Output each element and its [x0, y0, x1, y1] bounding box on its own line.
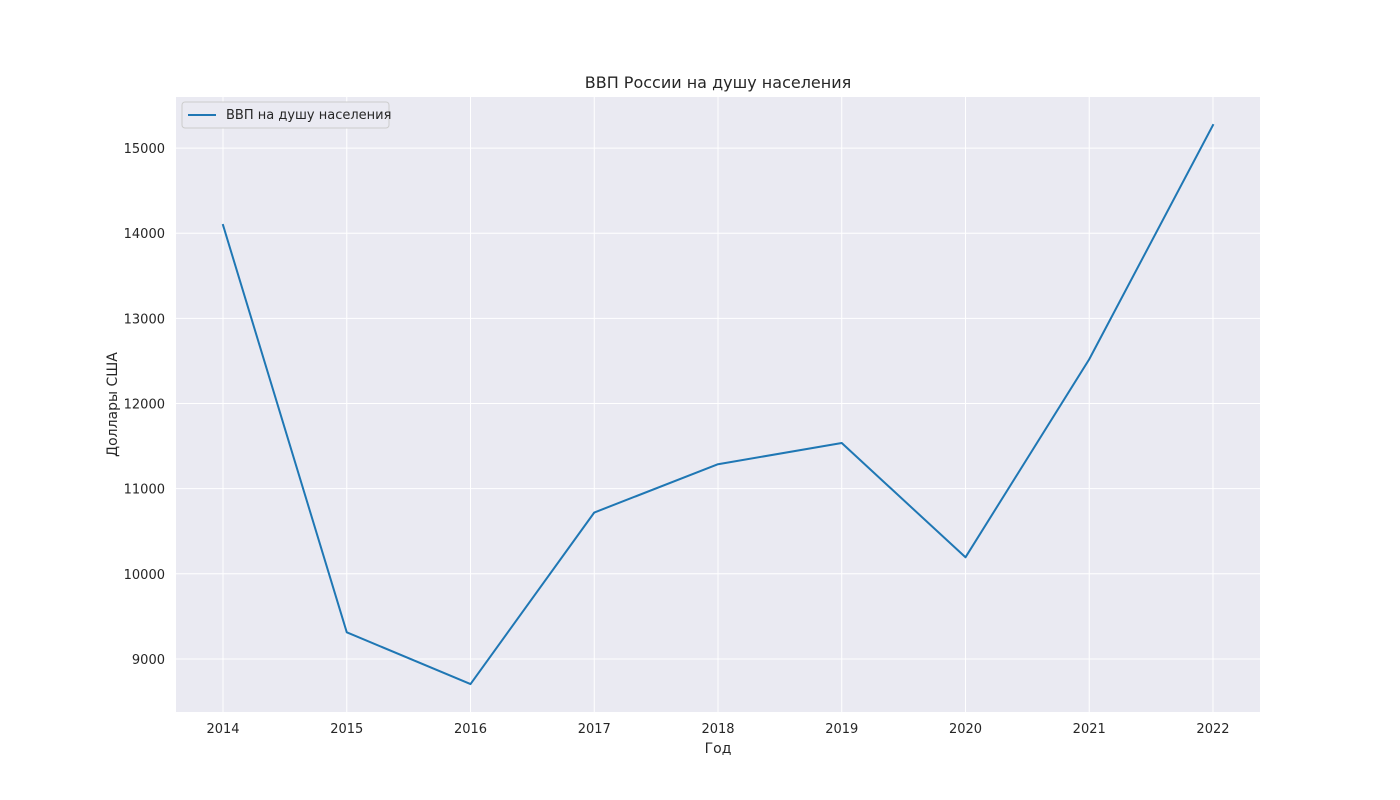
x-tick-label: 2016 — [454, 722, 487, 737]
x-tick-label: 2017 — [578, 722, 611, 737]
x-tick-label: 2014 — [206, 722, 239, 737]
legend-label: ВВП на душу населения — [226, 108, 391, 123]
x-tick-label: 2019 — [825, 722, 858, 737]
grid-layer — [176, 97, 1260, 712]
series-layer — [221, 123, 1215, 686]
y-tick-label: 9000 — [132, 653, 165, 668]
x-tick-label: 2015 — [330, 722, 363, 737]
y-tick-label: 11000 — [124, 483, 165, 498]
x-axis-label: Год — [705, 741, 732, 757]
y-tick-label: 12000 — [124, 398, 165, 413]
tick-layer: 2014 2015 2016 2017 2018 2019 2020 2021 2022 9000… — [124, 142, 1230, 737]
legend: ВВП на душу населения — [181, 101, 391, 129]
y-axis-label: Доллары США — [105, 352, 121, 457]
y-tick-label: 10000 — [124, 568, 165, 583]
y-tick-label: 14000 — [124, 227, 165, 242]
x-tick-label: 2020 — [949, 722, 982, 737]
x-tick-label: 2022 — [1196, 722, 1229, 737]
y-tick-label: 15000 — [124, 142, 165, 157]
x-tick-label: 2018 — [701, 722, 734, 737]
x-tick-label: 2021 — [1073, 722, 1106, 737]
y-tick-label: 13000 — [124, 312, 165, 327]
legend-box — [181, 101, 390, 129]
chart-title: ВВП России на душу населения — [585, 73, 852, 92]
